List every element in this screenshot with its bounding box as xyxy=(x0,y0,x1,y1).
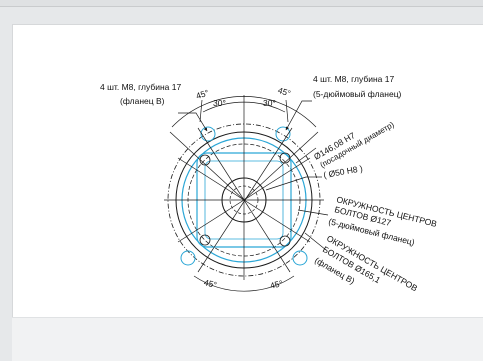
label-left-holes-1: 4 шт. M8, глубина 17 xyxy=(100,82,181,92)
label-left-holes-2: (фланец B) xyxy=(120,96,165,106)
angle-label-45-bottom-left: 45° xyxy=(203,277,218,290)
leader-h7 xyxy=(295,147,317,164)
angle-label-45-bottom-right: 45° xyxy=(269,278,284,291)
panel-footer xyxy=(12,317,483,361)
bolt-hole-top-right xyxy=(275,126,291,142)
bolt-hole-top-left xyxy=(200,126,216,142)
angle-label-30-left: 30° xyxy=(213,98,226,108)
bolt-hole-inner-tl xyxy=(199,154,211,166)
angle-label-30-right: 30° xyxy=(263,98,276,108)
leader-left-holes xyxy=(178,112,208,132)
leader-bolt-165 xyxy=(304,232,327,251)
center-lines xyxy=(164,120,324,280)
bolt-hole-inner-bl xyxy=(199,234,211,246)
label-right-holes-2: (5-дюймовый фланец) xyxy=(313,89,402,99)
diagram-panel xyxy=(12,24,483,361)
bolt-hole-bottom-right xyxy=(292,250,308,266)
angle-label-45-top-left: 45° xyxy=(195,88,210,101)
angle-arc-bottom xyxy=(193,275,295,292)
angle-label-45-top-right: 45° xyxy=(277,85,292,98)
leader-right-holes xyxy=(285,100,312,131)
leader-bolt-127 xyxy=(297,209,329,216)
label-right-holes-1: 4 шт. M8, глубина 17 xyxy=(313,74,394,84)
bolt-hole-bottom-left xyxy=(180,250,196,266)
top-strip xyxy=(0,0,483,7)
bolt-hole-inner-br xyxy=(279,235,291,247)
